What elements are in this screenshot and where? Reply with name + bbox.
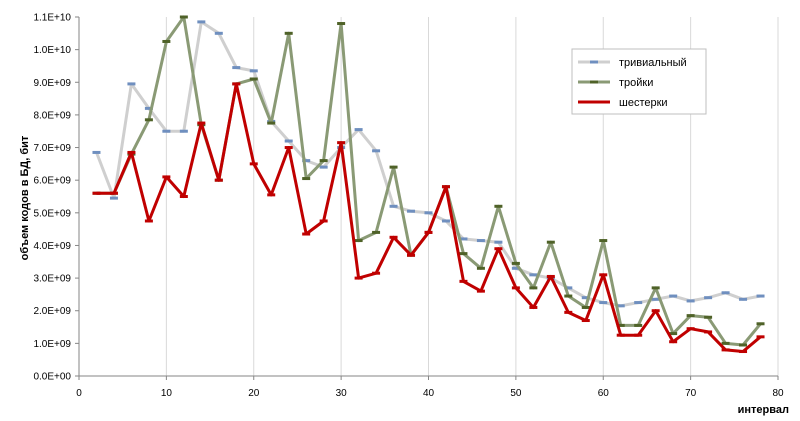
y-tick-label: 3.0E+09 (33, 274, 71, 285)
x-tick-label: 30 (336, 388, 348, 399)
legend-label: шестерки (619, 97, 668, 109)
tick-labels: 0.0E+00 1.0E+09 2.0E+09 3.0E+09 4.0E+09 5.0E+… (33, 13, 784, 400)
y-tick-label: 1.1E+10 (33, 13, 71, 24)
y-tick-label: 2.0E+09 (33, 306, 71, 317)
y-tick-label: 8.0E+09 (33, 110, 71, 121)
y-tick-label: 1.0E+09 (33, 339, 71, 350)
x-tick-label: 10 (161, 388, 173, 399)
x-tick-label: 40 (423, 388, 435, 399)
y-tick-label: 0.0E+00 (33, 372, 71, 383)
x-axis-title: интервал (738, 404, 789, 416)
x-tick-label: 80 (772, 388, 784, 399)
y-tick-label: 7.0E+09 (33, 143, 71, 154)
axes (75, 16, 779, 380)
x-tick-label: 50 (510, 388, 522, 399)
x-tick-label: 70 (685, 388, 697, 399)
y-tick-label: 6.0E+09 (33, 176, 71, 187)
y-tick-label: 5.0E+09 (33, 208, 71, 219)
x-tick-label: 20 (248, 388, 260, 399)
legend-item: шестерки (578, 97, 668, 109)
x-tick-label: 60 (598, 388, 610, 399)
y-tick-label: 9.0E+09 (33, 78, 71, 89)
legend-items: тривиальный тройки шестерки (578, 57, 687, 109)
legend-item: тройки (578, 77, 653, 89)
series-group (92, 15, 765, 354)
y-axis-title: объем кодов в БД, бит (19, 135, 31, 260)
legend-label: тройки (619, 77, 653, 89)
y-tick-label: 1.0E+10 (33, 45, 71, 56)
x-tick-label: 0 (76, 388, 82, 399)
legend-item: тривиальный (578, 57, 687, 69)
legend: тривиальный тройки шестерки (571, 48, 707, 115)
y-tick-label: 4.0E+09 (33, 241, 71, 252)
series-3 (92, 82, 765, 354)
legend-label: тривиальный (619, 57, 687, 69)
